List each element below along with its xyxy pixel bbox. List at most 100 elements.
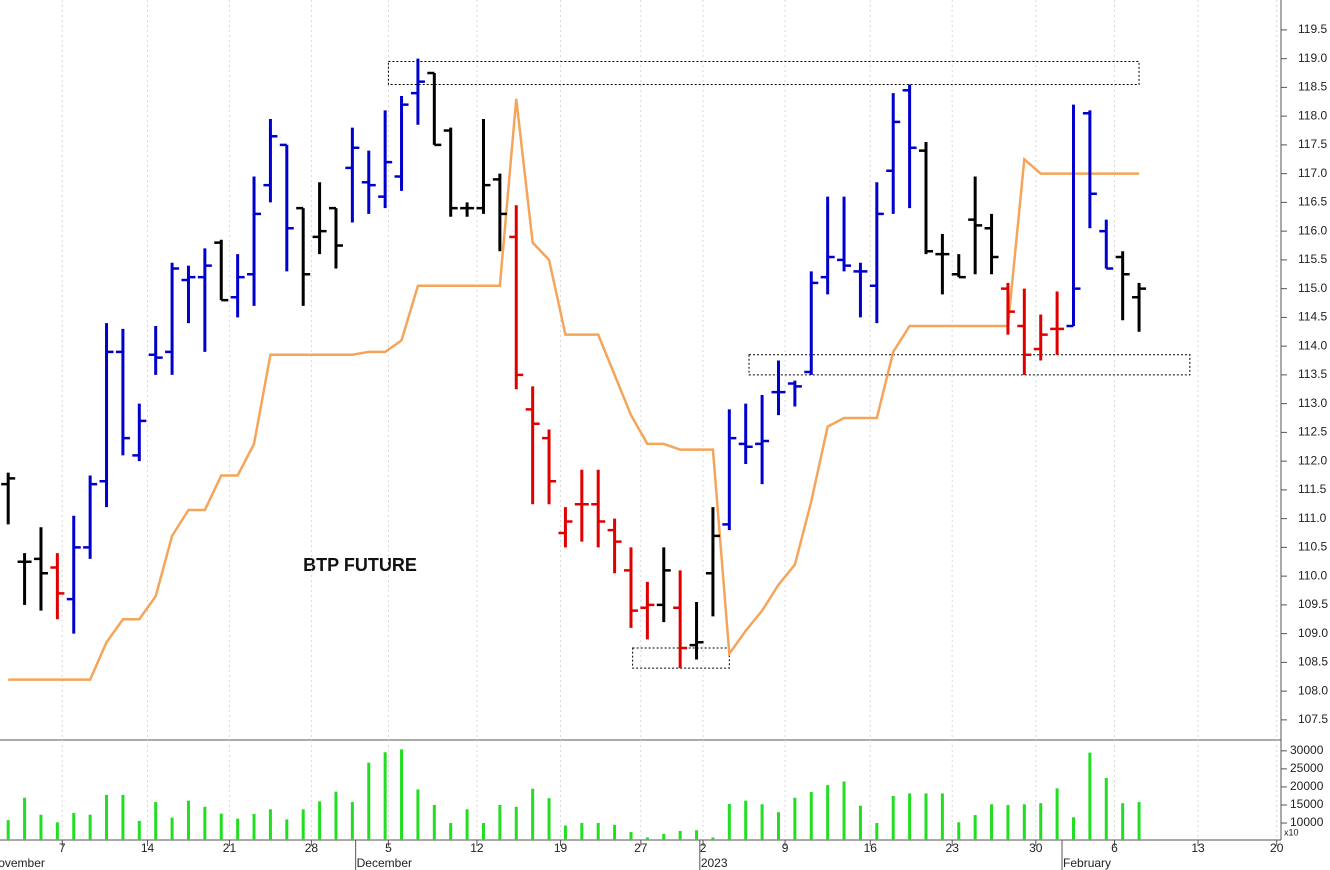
x-tick-label: 9 xyxy=(782,841,789,855)
volume-bar xyxy=(449,823,453,840)
x-tick-label: 6 xyxy=(1111,841,1118,855)
month-label: November xyxy=(0,856,45,870)
x-tick-label: 20 xyxy=(1270,841,1284,855)
volume-bar xyxy=(924,793,928,840)
y-tick-label: 116.5 xyxy=(1298,195,1327,209)
volume-bar xyxy=(498,804,502,840)
y-tick-label: 117.0 xyxy=(1298,166,1327,180)
y-tick-label: 113.5 xyxy=(1298,367,1327,381)
annotation-box xyxy=(387,61,1140,86)
volume-bar xyxy=(514,806,518,840)
x-tick-label: 16 xyxy=(864,841,878,855)
y-tick-label: 107.5 xyxy=(1298,712,1328,726)
volume-bar xyxy=(301,809,305,840)
x-tick-label: 14 xyxy=(141,841,155,855)
volume-bar xyxy=(563,825,567,840)
y-tick-label: 114.5 xyxy=(1298,310,1327,324)
volume-bar xyxy=(154,802,158,840)
x-tick-label: 12 xyxy=(470,841,484,855)
y-tick-label: 108.0 xyxy=(1298,683,1328,697)
x-tick-label: 27 xyxy=(634,841,648,855)
volume-bar xyxy=(858,805,862,840)
volume-bar xyxy=(1039,803,1043,840)
volume-bar xyxy=(252,814,256,840)
y-tick-label: 25000 xyxy=(1290,761,1324,775)
volume-bar xyxy=(842,781,846,840)
month-label: February xyxy=(1063,856,1111,870)
y-tick-label: 10000 xyxy=(1290,815,1324,829)
volume-bar xyxy=(891,795,895,840)
volume-bar xyxy=(383,752,387,840)
volume-bar xyxy=(121,794,125,840)
volume-bar xyxy=(6,820,10,840)
y-tick-label: 118.0 xyxy=(1298,108,1327,122)
volume-bar xyxy=(809,791,813,840)
x-tick-label: 21 xyxy=(223,841,237,855)
volume-bar xyxy=(875,823,879,840)
volume-bar xyxy=(88,814,92,840)
volume-bar xyxy=(105,794,109,840)
volume-bar xyxy=(39,814,43,840)
volume-bar xyxy=(1121,803,1125,840)
volume-bar xyxy=(481,823,485,840)
y-tick-label: 116.0 xyxy=(1298,223,1327,237)
y-tick-label: 109.5 xyxy=(1298,597,1328,611)
annotation-box xyxy=(748,354,1191,376)
y-tick-label: 119.0 xyxy=(1298,51,1327,65)
volume-bar xyxy=(170,817,174,840)
x-tick-label: 2 xyxy=(700,841,707,855)
volume-bar xyxy=(318,801,322,840)
trailing-line xyxy=(8,98,1140,681)
volume-bar xyxy=(695,830,699,840)
volume-bar xyxy=(1104,777,1108,840)
volume-bar xyxy=(613,824,617,840)
volume-bar xyxy=(268,809,272,840)
y-tick-label: 118.5 xyxy=(1298,80,1327,94)
volume-bar xyxy=(826,785,830,840)
volume-bar xyxy=(465,809,469,840)
y-tick-label: 112.5 xyxy=(1298,425,1327,439)
volume-bar xyxy=(1137,802,1141,840)
y-tick-label: 110.0 xyxy=(1298,568,1327,582)
volume-bar xyxy=(416,789,420,840)
volume-bar xyxy=(990,804,994,840)
y-tick-label: 112.0 xyxy=(1298,453,1327,467)
volume-bar xyxy=(711,837,715,840)
volume-bar xyxy=(23,797,27,840)
volume-bar xyxy=(1055,788,1059,840)
volume-bar xyxy=(662,833,666,840)
y-tick-label: 115.0 xyxy=(1298,281,1327,295)
month-label: December xyxy=(357,856,412,870)
volume-bar xyxy=(547,798,551,840)
volume-bar xyxy=(1006,804,1010,840)
y-tick-label: 119.5 xyxy=(1298,22,1327,36)
y-tick-label: 111.0 xyxy=(1298,511,1327,525)
volume-bar xyxy=(350,802,354,840)
volume-bar xyxy=(55,822,59,840)
volume-bar xyxy=(727,803,731,840)
x-tick-label: 5 xyxy=(385,841,392,855)
volume-bar xyxy=(645,837,649,840)
volume-bar xyxy=(137,820,141,840)
x-tick-label: 28 xyxy=(305,841,319,855)
x-tick-label: 7 xyxy=(59,841,66,855)
y-tick-label: 110.5 xyxy=(1298,540,1327,554)
volume-bar xyxy=(236,818,240,840)
volume-bar xyxy=(908,793,912,840)
volume-bar xyxy=(219,813,223,840)
x-tick-label: 19 xyxy=(554,841,568,855)
volume-bar xyxy=(776,812,780,840)
y-tick-label: 20000 xyxy=(1290,779,1324,793)
volume-bar xyxy=(1071,817,1075,840)
volume-bar xyxy=(957,822,961,840)
volume-bar xyxy=(1022,804,1026,840)
y-tick-label: 15000 xyxy=(1290,797,1324,811)
volume-bar xyxy=(1088,752,1092,840)
x-tick-label: 30 xyxy=(1029,841,1043,855)
volume-bar xyxy=(940,793,944,840)
y-tick-label: 30000 xyxy=(1290,743,1324,757)
volume-bar xyxy=(367,762,371,840)
volume-bar xyxy=(432,804,436,840)
month-label: 2023 xyxy=(701,856,728,870)
